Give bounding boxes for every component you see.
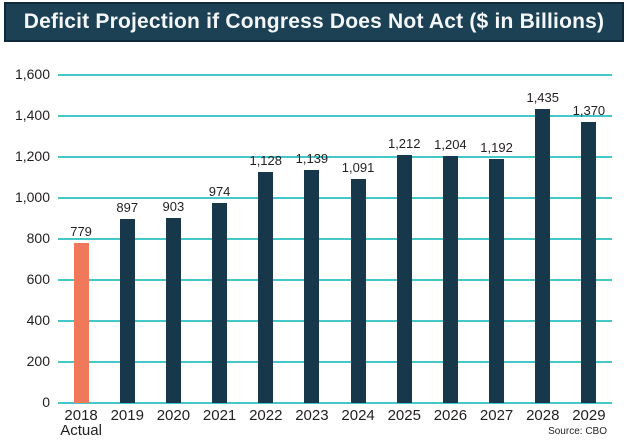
gridline-1400 xyxy=(58,115,612,117)
x-axis-label-2021: 2021 xyxy=(202,407,237,424)
x-axis-label-2029: 2029 xyxy=(572,407,606,424)
value-label-2027: 1,192 xyxy=(480,139,513,155)
y-axis-tick-label: 600 xyxy=(26,271,50,287)
x-axis-label-2027: 2027 xyxy=(479,407,514,424)
bar-2023 xyxy=(304,169,320,403)
gridline-400 xyxy=(58,320,612,322)
bar-2019 xyxy=(119,219,135,403)
value-label-2028: 1,435 xyxy=(526,89,560,105)
gridline-800 xyxy=(58,238,612,240)
value-label-2025: 1,212 xyxy=(387,135,421,151)
gridline-200 xyxy=(58,361,612,363)
gridline-600 xyxy=(58,279,612,281)
bar-2020 xyxy=(165,217,181,403)
bar-2024 xyxy=(350,179,366,403)
value-label-2024: 1,091 xyxy=(341,160,375,176)
value-label-2018: 779 xyxy=(70,224,92,240)
gridline-0 xyxy=(58,402,612,404)
y-axis-tick-label: 400 xyxy=(26,312,50,328)
y-axis-tick-label: 1,200 xyxy=(14,148,50,164)
x-axis-label-2018: 2018 Actual xyxy=(60,407,102,439)
y-axis-tick-label: 1,000 xyxy=(14,189,50,205)
value-label-2029: 1,370 xyxy=(572,103,606,119)
y-axis-tick-label: 0 xyxy=(42,394,50,410)
bar-2027 xyxy=(489,158,505,403)
x-axis-label-2020: 2020 xyxy=(156,407,191,424)
chart-title: Deficit Projection if Congress Does Not … xyxy=(4,2,624,42)
x-axis-label-2023: 2023 xyxy=(295,407,329,424)
y-axis-tick-label: 200 xyxy=(26,353,50,369)
y-axis-tick-label: 1,400 xyxy=(14,107,50,123)
gridline-1000 xyxy=(58,197,612,199)
bar-2022 xyxy=(258,171,274,403)
x-axis-label-2026: 2026 xyxy=(433,407,468,424)
x-axis-label-2024: 2024 xyxy=(341,407,375,424)
bar-2029 xyxy=(581,122,597,403)
x-axis-label-2019: 2019 xyxy=(110,407,144,424)
y-axis-tick-label: 1,600 xyxy=(14,66,50,82)
bar-2025 xyxy=(396,154,412,403)
y-axis-tick-label: 800 xyxy=(26,230,50,246)
x-axis-label-2025: 2025 xyxy=(387,407,421,424)
source-note: Source: CBO xyxy=(548,426,607,437)
value-label-2020: 903 xyxy=(162,198,185,214)
x-axis-label-2028: 2028 xyxy=(526,407,560,424)
value-label-2026: 1,204 xyxy=(434,137,467,153)
x-axis-label-2022: 2022 xyxy=(249,407,283,424)
gridline-1600 xyxy=(58,74,612,76)
gridline-1200 xyxy=(58,156,612,158)
value-label-2023: 1,139 xyxy=(295,150,329,166)
value-label-2019: 897 xyxy=(116,200,139,216)
bar-2028 xyxy=(535,108,551,403)
bar-2018 xyxy=(73,243,89,403)
value-label-2021: 974 xyxy=(208,184,231,200)
bar-2026 xyxy=(442,156,458,403)
bar-2021 xyxy=(212,203,228,403)
value-label-2022: 1,128 xyxy=(249,152,283,168)
